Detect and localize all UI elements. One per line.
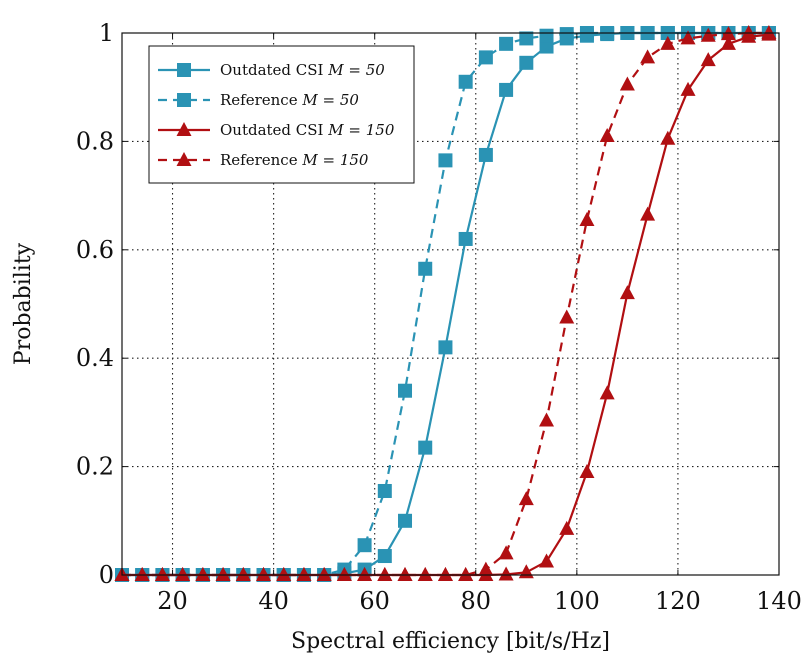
data-point — [458, 567, 474, 581]
data-point — [660, 35, 676, 50]
x-tick-label: 140 — [756, 587, 802, 615]
data-point — [680, 81, 696, 96]
data-point — [498, 566, 514, 581]
data-point — [215, 567, 231, 581]
data-point — [377, 549, 392, 564]
legend-label: Reference M = 50 — [220, 91, 359, 109]
data-point — [559, 309, 575, 324]
data-point — [397, 567, 413, 581]
data-point — [741, 25, 757, 39]
data-point — [316, 567, 332, 581]
data-point — [357, 567, 373, 581]
data-point — [539, 39, 554, 54]
data-point — [700, 27, 716, 42]
x-tick-label: 40 — [258, 587, 289, 615]
legend-swatch — [158, 152, 210, 166]
x-tick-label: 120 — [655, 587, 701, 615]
data-point — [336, 567, 352, 581]
data-point — [235, 567, 251, 581]
legend-entry: Outdated CSI M = 50 — [158, 61, 385, 79]
data-point — [518, 564, 534, 579]
axis-ticks: 20 40 60 80 100 120 140 0 0.2 0.4 0.6 0.8 1 — [76, 19, 802, 615]
data-point — [377, 567, 393, 581]
legend-entry: Reference M = 150 — [158, 151, 369, 169]
y-tick-label: 0.8 — [76, 127, 114, 155]
legend-entry: Outdated CSI M = 150 — [158, 121, 395, 139]
data-point — [458, 74, 473, 89]
legend-swatch-marker — [177, 63, 191, 77]
y-tick-label: 0.4 — [76, 344, 114, 372]
data-point — [700, 52, 716, 67]
legend-swatch — [158, 63, 210, 77]
data-point — [519, 55, 534, 70]
data-point — [539, 553, 555, 568]
legend-label: Reference M = 150 — [220, 151, 369, 169]
y-tick-label: 0.6 — [76, 236, 114, 264]
data-point — [458, 231, 473, 246]
data-point — [175, 567, 191, 581]
x-tick-label: 100 — [554, 587, 600, 615]
data-point — [640, 206, 656, 221]
data-point — [559, 27, 574, 42]
y-tick-label: 0.2 — [76, 453, 114, 481]
legend-swatch-marker — [176, 122, 192, 136]
x-axis-label: Spectral efficiency [bit/s/Hz] — [291, 629, 610, 654]
data-point — [499, 36, 514, 51]
data-point — [296, 567, 312, 581]
legend-swatch — [158, 122, 210, 136]
data-point — [478, 147, 493, 162]
y-axis-label: Probability — [11, 242, 36, 365]
data-point — [519, 31, 534, 46]
data-point — [640, 49, 656, 64]
legend-label: Outdated CSI M = 150 — [220, 121, 395, 139]
data-point — [499, 82, 514, 97]
data-point — [579, 211, 595, 226]
data-point — [579, 464, 595, 479]
x-tick-label: 20 — [157, 587, 188, 615]
legend: Outdated CSI M = 50 Reference M = 50 Out… — [148, 45, 415, 184]
data-point — [195, 567, 211, 581]
data-point — [437, 567, 453, 581]
data-point — [478, 561, 494, 576]
data-point — [619, 285, 635, 300]
data-point — [418, 440, 433, 455]
data-point — [276, 567, 292, 581]
legend-swatch — [158, 93, 210, 107]
data-point — [377, 483, 392, 498]
y-tick-label: 0 — [99, 561, 114, 589]
data-point — [539, 28, 554, 43]
data-point — [539, 412, 555, 427]
data-point — [599, 127, 615, 142]
data-point — [357, 538, 372, 553]
data-point — [559, 520, 575, 535]
legend-label: Outdated CSI M = 50 — [220, 61, 385, 79]
data-point — [398, 383, 413, 398]
plot-frame — [121, 32, 780, 576]
data-point — [660, 130, 676, 145]
data-point — [438, 340, 453, 355]
data-point — [680, 30, 696, 45]
data-point — [599, 385, 615, 400]
data-point — [438, 153, 453, 168]
data-point — [154, 567, 170, 581]
data-point — [256, 567, 272, 581]
data-point — [761, 25, 777, 39]
data-point — [478, 50, 493, 65]
legend-entry: Reference M = 50 — [158, 91, 359, 109]
data-point — [518, 491, 534, 506]
y-tick-label: 1 — [99, 19, 114, 47]
legend-swatch-marker — [176, 152, 192, 166]
x-tick-label: 80 — [460, 587, 491, 615]
data-point — [398, 513, 413, 528]
data-point — [720, 35, 736, 50]
data-point — [619, 76, 635, 91]
x-tick-label: 60 — [359, 587, 390, 615]
legend-swatch-marker — [177, 93, 191, 107]
data-point — [417, 567, 433, 581]
data-point — [498, 545, 514, 560]
data-point — [418, 261, 433, 276]
data-point — [134, 567, 150, 581]
